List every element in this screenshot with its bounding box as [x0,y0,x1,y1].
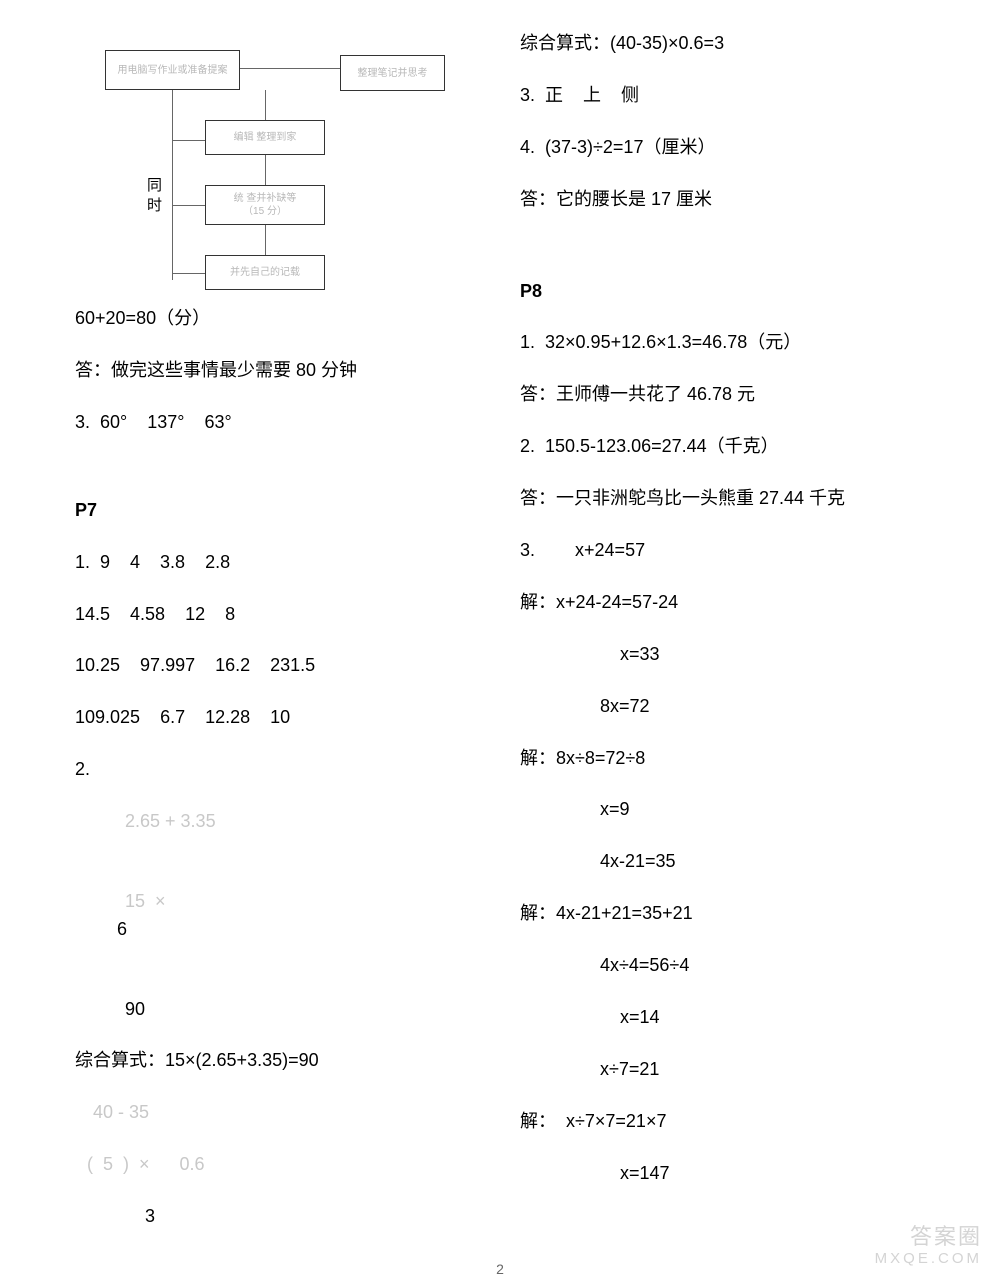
work-fragment-faint: 15 × [105,891,166,911]
text-line: 3. 60° 137° 63° [75,409,475,437]
diagram-connector [172,140,205,141]
section-heading-p7: P7 [75,497,475,525]
text-line: 3. x+24=57 [520,537,925,565]
text-line: 3. 正 上 侧 [520,82,925,110]
diagram-connector [172,273,205,274]
text-line: 1. 32×0.95+12.6×1.3=46.78（元） [520,329,925,357]
text-line: 解：8x÷8=72÷8 [520,745,925,773]
section-heading-p8: P8 [520,278,925,306]
text-line: x=14 [520,1004,925,1032]
diagram-side-label-1: 同 [147,178,162,195]
right-column: 综合算式：(40-35)×0.6=3 3. 正 上 侧 4. (37-3)÷2=… [500,30,925,1255]
diagram-connector [172,90,173,280]
diagram-box-2: 整理笔记并思考 [340,55,445,91]
diagram-box-text: 用电脑写作业或准备提案 [118,64,228,77]
text-line: 8x=72 [520,693,925,721]
work-line-faint: 2.65 + 3.35 [75,808,475,836]
diagram-box-text: 统 查并补缺等 [234,192,297,205]
diagram-connector [265,155,266,185]
diagram-box-3: 编辑 整理到家 [205,120,325,155]
work-fragment: 6 [105,919,127,939]
page-container: 用电脑写作业或准备提案 整理笔记并思考 编辑 整理到家 统 查并补缺等（15 分… [0,30,1000,1255]
diagram-box-text: 并先自己的记载 [230,266,300,279]
text-line: 1. 9 4 3.8 2.8 [75,549,475,577]
text-line: 解： x÷7×7=21×7 [520,1108,925,1136]
text-line: 答：王师傅一共花了 46.78 元 [520,381,925,409]
text-line: x=147 [520,1160,925,1188]
diagram-connector [240,68,340,69]
spacer [75,461,475,497]
flowchart-diagram: 用电脑写作业或准备提案 整理笔记并思考 编辑 整理到家 统 查并补缺等（15 分… [95,30,455,281]
work-line: 3 [75,1203,475,1231]
left-column: 用电脑写作业或准备提案 整理笔记并思考 编辑 整理到家 统 查并补缺等（15 分… [75,30,500,1255]
work-line-faint: 40 - 35 [75,1099,475,1127]
text-line: 14.5 4.58 12 8 [75,601,475,629]
text-line: 答：一只非洲鸵鸟比一头熊重 27.44 千克 [520,485,925,513]
text-line: 2. [75,756,475,784]
text-line: 60+20=80（分） [75,305,475,333]
diagram-box-text: 整理笔记并思考 [358,67,428,80]
diagram-box-1: 用电脑写作业或准备提案 [105,50,240,90]
text-line: 综合算式：(40-35)×0.6=3 [520,30,925,58]
spacer [520,238,925,278]
text-line: 2. 150.5-123.06=27.44（千克） [520,433,925,461]
diagram-box-4: 统 查并补缺等（15 分） [205,185,325,225]
text-line: 4x÷4=56÷4 [520,952,925,980]
text-line: 109.025 6.7 12.28 10 [75,704,475,732]
watermark-bottom: MXQE.COM [875,1250,982,1267]
text-line: x=33 [520,641,925,669]
diagram-connector [265,90,266,120]
text-line: 解：4x-21+21=35+21 [520,900,925,928]
diagram-box-sub: （15 分） [243,205,287,218]
watermark-top: 答案圈 [910,1224,982,1249]
text-line: 解：x+24-24=57-24 [520,589,925,617]
text-line: 4x-21=35 [520,848,925,876]
diagram-connector [265,225,266,255]
work-line: 90 [75,996,475,1024]
text-line: 答：做完这些事情最少需要 80 分钟 [75,357,475,385]
text-line: 综合算式：15×(2.65+3.35)=90 [75,1047,475,1075]
text-line: 答：它的腰长是 17 厘米 [520,186,925,214]
watermark: 答案圈 MXQE.COM [875,1224,982,1267]
text-line: x÷7=21 [520,1056,925,1084]
work-line-faint: ( 5 ) × 0.6 [75,1151,475,1179]
page-number: 2 [496,1261,504,1277]
text-line: 4. (37-3)÷2=17（厘米） [520,134,925,162]
text-line: 10.25 97.997 16.2 231.5 [75,652,475,680]
diagram-box-text: 编辑 整理到家 [234,131,297,144]
text-line: x=9 [520,796,925,824]
work-line: 15 × 6 [75,860,475,972]
diagram-side-label-2: 时 [147,198,162,215]
diagram-connector [172,205,205,206]
diagram-box-5: 并先自己的记载 [205,255,325,290]
